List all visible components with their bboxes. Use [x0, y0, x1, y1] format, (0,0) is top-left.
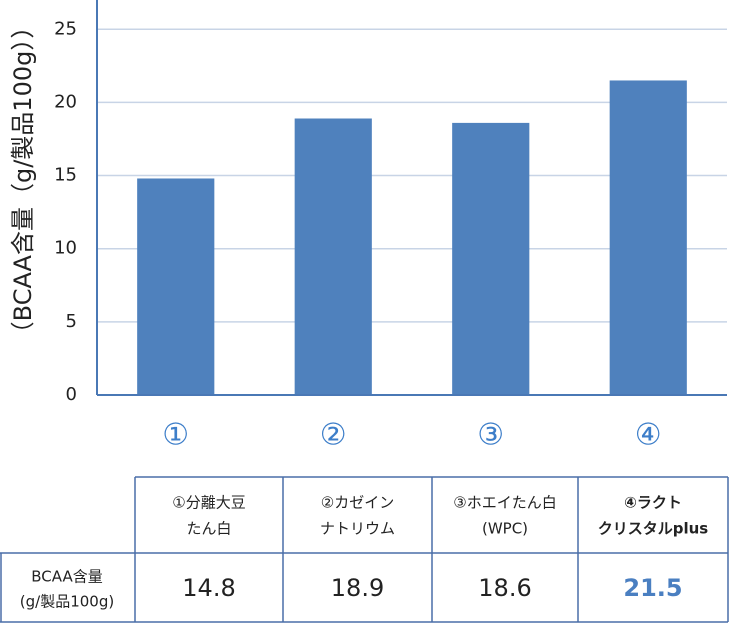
bar: [294, 118, 372, 395]
table-value: 18.9: [331, 574, 384, 602]
x-tick-label: ③: [477, 418, 504, 453]
column-header: ②カゼイン: [321, 494, 394, 512]
row-label: (g/製品100g): [20, 593, 114, 611]
y-axis-label: （BCAA含量（g/製品100g））: [9, 15, 37, 346]
y-tick-label: 20: [54, 91, 77, 112]
row-label: BCAA含量: [31, 568, 102, 586]
y-tick-label: 25: [54, 18, 77, 39]
column-header: ③ホエイたん白: [453, 494, 556, 512]
y-tick-label: 5: [66, 311, 77, 332]
bar: [609, 80, 687, 396]
y-tick-label: 0: [66, 384, 77, 405]
x-tick-label: ②: [320, 418, 347, 453]
bar: [452, 122, 530, 395]
y-tick-label: 10: [54, 238, 77, 259]
column-header: ①分離大豆: [172, 494, 245, 512]
column-header: ④ラクト: [624, 494, 682, 512]
bar: [137, 178, 215, 395]
column-header: ナトリウム: [320, 520, 395, 538]
x-tick-label: ①: [162, 418, 189, 453]
y-tick-label: 15: [54, 165, 77, 186]
column-header: たん白: [186, 520, 231, 538]
table-value: 14.8: [182, 574, 235, 602]
table-value: 21.5: [623, 574, 682, 602]
x-tick-label: ④: [635, 418, 662, 453]
table-value: 18.6: [478, 574, 531, 602]
column-header: (WPC): [482, 520, 528, 538]
column-header: クリスタルplus: [598, 520, 709, 538]
